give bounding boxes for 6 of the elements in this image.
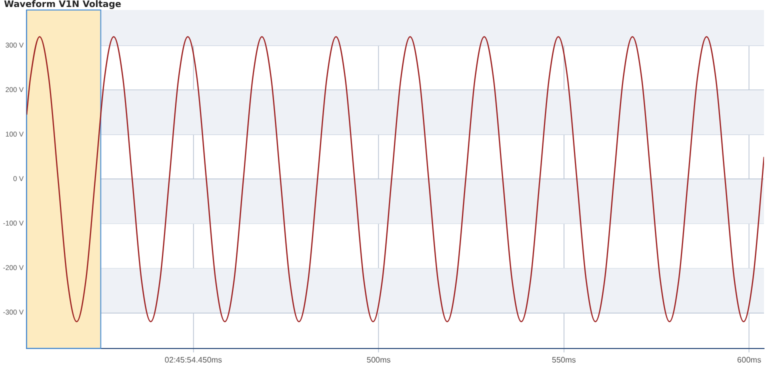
x-tick-label: 02:45:54.450ms: [164, 355, 222, 364]
x-tick-label: 500ms: [366, 355, 391, 364]
chart-title: Waveform V1N Voltage: [4, 0, 122, 10]
x-tick-label: 600ms: [737, 355, 762, 364]
line-series: [26, 36, 764, 322]
x-tick-label: 550ms: [552, 355, 576, 364]
